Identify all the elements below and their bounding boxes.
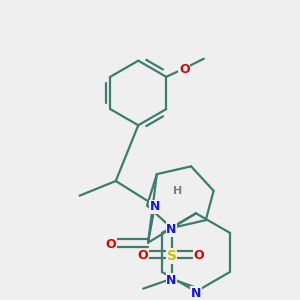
Text: O: O	[179, 64, 190, 76]
Text: O: O	[194, 249, 204, 262]
Text: N: N	[166, 274, 177, 287]
Text: H: H	[173, 186, 182, 196]
Text: S: S	[167, 249, 176, 263]
Text: N: N	[166, 223, 177, 236]
Text: N: N	[150, 200, 160, 214]
Text: O: O	[106, 238, 116, 251]
Text: O: O	[138, 249, 148, 262]
Text: N: N	[191, 286, 201, 300]
